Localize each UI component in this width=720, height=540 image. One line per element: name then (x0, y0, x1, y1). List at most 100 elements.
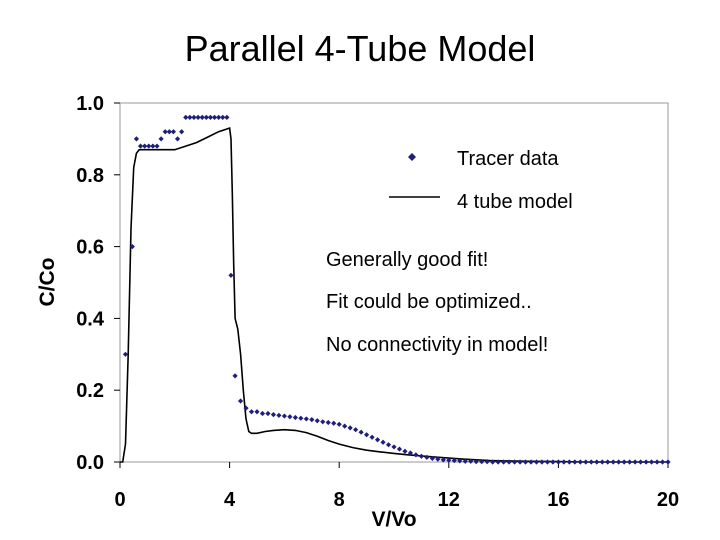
data-point (129, 244, 135, 250)
x-tick-label: 8 (334, 489, 345, 511)
legend: Tracer data 4 tube model (389, 148, 573, 213)
data-point (187, 114, 193, 120)
data-point (665, 459, 671, 465)
data-point (248, 409, 255, 415)
data-point (353, 427, 359, 433)
data-point (195, 114, 201, 120)
data-point (402, 448, 408, 454)
data-point (473, 459, 479, 465)
data-point (203, 114, 209, 120)
data-point (270, 412, 277, 418)
y-tick-label: 0.0 (76, 452, 104, 474)
annotation-good-fit: Generally good fit! (326, 249, 488, 271)
legend-marker-tracer (408, 153, 416, 161)
data-point (243, 405, 249, 411)
page-title: Parallel 4-Tube Model (184, 28, 536, 69)
data-point (632, 459, 638, 465)
y-tick-label: 0.6 (76, 237, 104, 259)
data-point (451, 457, 457, 464)
data-point (621, 459, 627, 465)
data-point (457, 458, 463, 464)
data-point (358, 429, 364, 435)
data-point (207, 114, 214, 120)
data-point (616, 459, 622, 465)
data-point (610, 459, 616, 465)
tracer-series (122, 114, 671, 465)
x-axis-label: V/Vo (371, 508, 416, 531)
data-point (522, 459, 529, 465)
data-point (228, 272, 234, 278)
data-point (429, 455, 435, 462)
annotation-connectivity: No connectivity in model! (326, 334, 548, 356)
y-tick-label: 1.0 (76, 93, 104, 115)
data-point (468, 458, 474, 464)
data-point (561, 459, 567, 465)
data-point (142, 143, 148, 149)
data-point (495, 459, 501, 465)
legend-label-model: 4 tube model (457, 191, 573, 213)
data-point (638, 459, 644, 465)
data-point (287, 414, 293, 420)
data-point (583, 459, 589, 465)
data-point (440, 457, 446, 463)
data-point (528, 459, 534, 465)
data-point (555, 459, 561, 465)
data-point (369, 434, 375, 440)
data-point (224, 114, 230, 120)
data-point (566, 459, 572, 465)
data-point (627, 459, 633, 465)
data-point (211, 114, 218, 120)
y-tick-label: 0.8 (76, 165, 104, 187)
data-point (462, 458, 468, 464)
data-point (220, 114, 226, 120)
data-point (281, 413, 287, 419)
data-point (162, 129, 168, 135)
annotation-optimize: Fit could be optimized.. (326, 291, 532, 313)
y-tick-label: 0.2 (76, 380, 104, 402)
data-point (484, 459, 490, 465)
data-point (320, 419, 326, 425)
data-point (446, 457, 452, 463)
data-point (179, 129, 185, 135)
y-axis-ticks: 0.0 0.2 0.4 0.6 0.8 1.0 (76, 93, 120, 474)
data-point (150, 143, 156, 149)
data-point (490, 459, 496, 465)
data-point (605, 459, 611, 465)
x-tick-label: 20 (657, 489, 679, 511)
data-point (517, 459, 523, 465)
data-point (199, 114, 205, 120)
x-tick-label: 4 (224, 489, 236, 511)
data-point (314, 418, 320, 424)
legend-diamond (408, 153, 416, 161)
data-point (385, 442, 392, 448)
x-tick-label: 12 (438, 489, 460, 511)
data-point (391, 444, 397, 450)
data-point (539, 459, 545, 465)
data-point (254, 409, 260, 415)
data-point (594, 459, 600, 465)
data-point (154, 143, 160, 149)
data-point (479, 459, 485, 465)
data-point (331, 420, 337, 426)
data-point (572, 459, 578, 465)
x-axis-ticks: 0 4 8 12 16 20 (114, 462, 679, 511)
data-point (599, 459, 605, 465)
data-point (413, 452, 419, 458)
plot-area (119, 102, 669, 463)
data-point (533, 459, 540, 465)
data-point (380, 439, 386, 445)
data-point (347, 425, 353, 431)
data-point (364, 432, 370, 438)
data-point (342, 423, 348, 429)
data-point (146, 143, 152, 149)
data-point (122, 351, 129, 357)
legend-label-tracer: Tracer data (457, 148, 559, 170)
data-point (407, 450, 414, 456)
data-point (309, 417, 315, 423)
data-point (588, 459, 594, 465)
data-point (237, 398, 244, 404)
data-point (550, 459, 556, 465)
data-point (265, 410, 271, 417)
data-point (654, 459, 660, 465)
data-point (276, 412, 282, 418)
